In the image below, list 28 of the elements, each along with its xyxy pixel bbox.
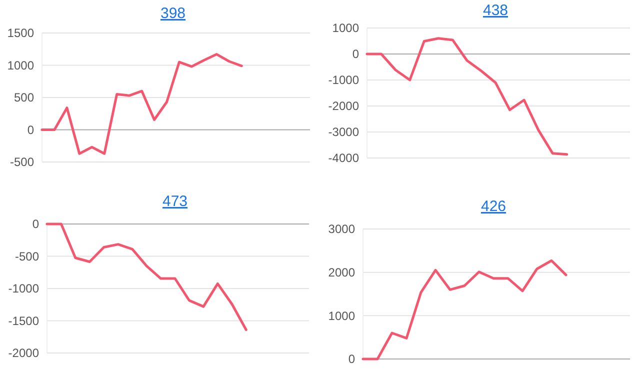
line-series [362, 259, 568, 360]
y-tick-label: 0 [32, 217, 40, 232]
y-tick-label: -1500 [8, 314, 40, 328]
y-tick-label: 1500 [7, 26, 34, 40]
y-tick-label: 1000 [7, 58, 34, 72]
y-tick-label: 500 [14, 90, 34, 105]
line-series [46, 222, 248, 332]
y-tick-label: 0 [352, 47, 360, 62]
y-tick-label: -2000 [8, 346, 40, 360]
chart-title: 426 [480, 198, 506, 215]
line-series [40, 53, 243, 155]
y-tick-label: 0 [27, 122, 34, 137]
y-tick-label: -2000 [328, 99, 360, 114]
y-tick-label: 1000 [332, 21, 360, 36]
y-tick-label: 1000 [328, 308, 356, 323]
chart-title: 473 [162, 193, 188, 210]
y-tick-label: -4000 [328, 151, 360, 166]
chart-title: 438 [482, 2, 508, 19]
y-tick-label: -500 [14, 249, 40, 264]
y-tick-label: 3000 [328, 222, 356, 236]
line-series [366, 37, 568, 156]
y-tick-label: 0 [348, 352, 356, 366]
y-tick-label: -3000 [328, 125, 360, 140]
y-tick-label: -1000 [328, 73, 360, 88]
chart-title: 398 [160, 5, 186, 22]
y-tick-label: 2000 [328, 266, 356, 280]
y-tick-label: -500 [10, 155, 34, 170]
y-tick-label: -1000 [8, 282, 40, 296]
